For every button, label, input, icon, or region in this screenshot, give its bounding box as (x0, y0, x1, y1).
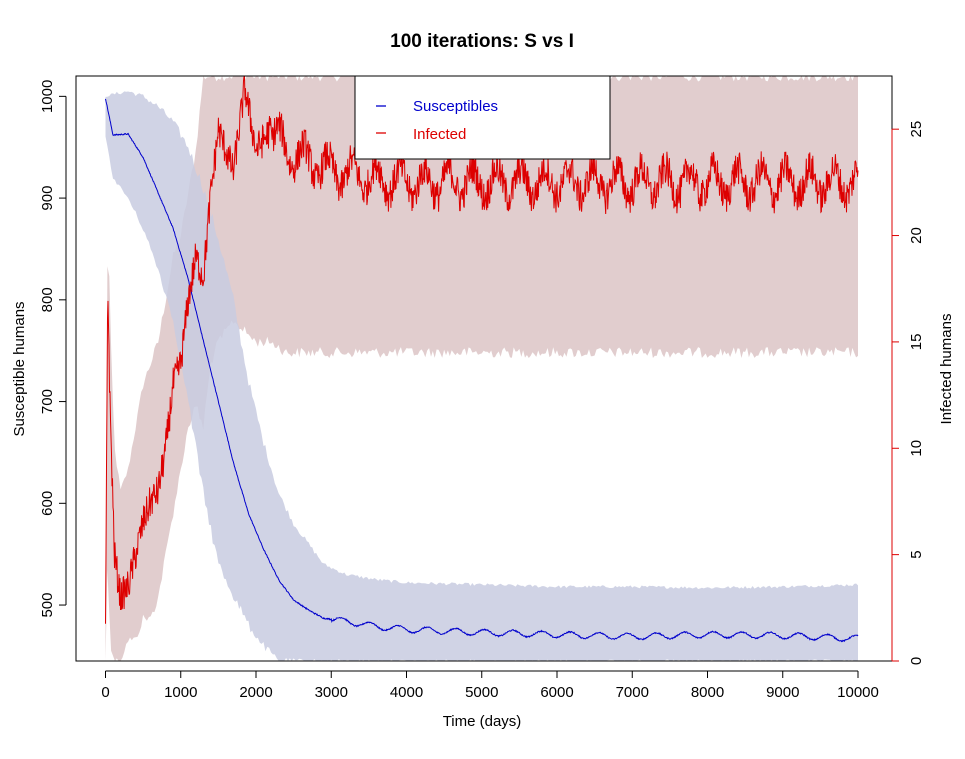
x-tick-label: 1000 (164, 684, 197, 701)
legend-label-infected: Infected (413, 126, 466, 143)
susceptibles-line (105, 98, 859, 643)
y-left-tick-label: 900 (39, 186, 56, 211)
susceptible-band (105, 91, 858, 661)
y-left-tick-label: 500 (39, 593, 56, 618)
x-tick-label: 7000 (616, 684, 649, 701)
y-right-tick-label: 0 (908, 657, 925, 665)
y-left-tick-label: 700 (39, 389, 56, 414)
infected-band (105, 76, 858, 661)
legend: Susceptibles Infected (354, 75, 611, 160)
y-right-tick-label: 25 (908, 121, 925, 138)
chart-title: 100 iterations: S vs I (390, 31, 574, 52)
bands-layer (105, 76, 858, 661)
x-tick-label: 10000 (837, 684, 879, 701)
x-tick-label: 4000 (390, 684, 423, 701)
lines-layer (105, 75, 859, 643)
x-axis: 0 1000 2000 3000 4000 5000 6000 7000 8000 9000 100… (101, 670, 879, 701)
x-tick-label: 5000 (465, 684, 498, 701)
y-axis-right: 0 5 10 15 20 25 (891, 121, 925, 665)
y-left-tick-label: 800 (39, 287, 56, 312)
y-right-tick-label: 5 (908, 550, 925, 558)
y-right-tick-label: 10 (908, 440, 925, 457)
x-tick-label: 2000 (239, 684, 272, 701)
y-right-tick-label: 20 (908, 227, 925, 244)
x-tick-label: 0 (101, 684, 109, 701)
x-tick-label: 9000 (766, 684, 799, 701)
y-axis-left: 500 600 700 800 900 1000 (39, 80, 67, 618)
x-tick-label: 6000 (540, 684, 573, 701)
infected-line (105, 75, 859, 624)
y-left-tick-label: 600 (39, 491, 56, 516)
x-tick-label: 8000 (691, 684, 724, 701)
y-right-tick-label: 15 (908, 334, 925, 351)
y-axis-right-label: Infected humans (938, 314, 955, 425)
legend-box (354, 75, 611, 160)
y-axis-left-label: Susceptible humans (11, 301, 28, 436)
x-tick-label: 3000 (315, 684, 348, 701)
legend-label-susceptibles: Susceptibles (413, 98, 498, 115)
x-axis-label: Time (days) (443, 713, 522, 730)
y-left-tick-label: 1000 (39, 80, 56, 113)
